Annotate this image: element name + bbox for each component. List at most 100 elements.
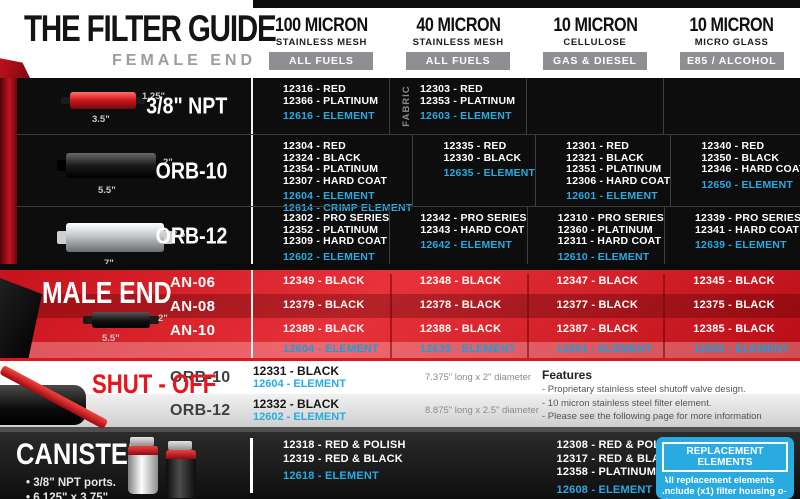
- part-number: 12340 - RED: [701, 140, 765, 152]
- element-part-number: 12602 - ELEMENT: [283, 250, 375, 263]
- dimension-height: 1.25": [142, 91, 165, 102]
- element-part-number: 12610 - ELEMENT: [557, 250, 650, 263]
- row-label-cell: 2" 5.5" ORB-10: [0, 135, 253, 206]
- canister-silver-photo: [128, 437, 158, 494]
- fuel-type-badge: E85 / ALCOHOL: [679, 51, 784, 70]
- part-number: 12360 - PLATINUM: [557, 223, 653, 236]
- an-size-label: AN-08: [170, 297, 216, 315]
- male-row: AN-08 12379 - BLACK 12378 - BLACK 12377 - B…: [0, 294, 800, 318]
- column-divider: [663, 274, 665, 358]
- part-number: 12330 - BLACK: [443, 151, 522, 164]
- element-group: 12618 - ELEMENT: [283, 470, 390, 484]
- part-number: 12347 - BLACK: [556, 275, 638, 288]
- feature-item: - Please see the following page for more…: [542, 411, 762, 422]
- part-number: 12354 - PLATINUM: [283, 163, 379, 175]
- part-cell: 12388 - BLACK: [390, 324, 527, 336]
- dimension-length: 5.5": [98, 185, 116, 196]
- part-number: 12331 - BLACK: [253, 364, 340, 378]
- female-row: 2" 5.5" ORB-10 12304 - RED 12324 - BLACK 1235…: [0, 134, 800, 213]
- an-size-label: AN-06: [170, 273, 216, 291]
- part-cell: 12377 - BLACK: [527, 300, 664, 312]
- male-dimension-length: 5.5": [102, 333, 120, 344]
- callout-body: All replacement elements include (x1) fi…: [662, 475, 787, 499]
- column-media-label: MICRO GLASS: [694, 36, 769, 48]
- part-number: 12352 - PLATINUM: [283, 223, 379, 236]
- part-cell: 12385 - BLACK: [663, 324, 800, 336]
- part-number: 12389 - BLACK: [283, 323, 365, 336]
- part-number: 12335 - RED: [443, 140, 507, 152]
- female-row: 1.25" 3.5" 3/8" NPT 12316 - RED 12366 - PLAT…: [0, 78, 800, 134]
- part-cell: 12331 - BLACK 12604 - ELEMENT: [253, 364, 425, 391]
- canister-part-cells: 12318 - RED & POLISH 12319 - RED & BLACK 1…: [253, 432, 800, 499]
- row-label: ORB-10: [155, 157, 227, 183]
- element-group: 12639 - ELEMENT: [694, 239, 800, 252]
- element-group: 12610 - ELEMENT: [557, 250, 664, 264]
- part-number: 12332 - BLACK: [253, 397, 340, 411]
- element-cell: 12601 - ELEMENT: [527, 344, 664, 356]
- part-cell: 12349 - BLACK: [253, 276, 390, 288]
- female-end-heading: FEMALE END: [112, 52, 256, 69]
- shut-off-section: SHUT - OFF ORB-10 12331 - BLACK 12604 - …: [0, 358, 800, 430]
- part-number: 12301 - RED: [566, 140, 630, 152]
- row-label-cell: 1.25" 3.5" 3/8" NPT: [0, 78, 253, 134]
- part-number: 12310 - PRO SERIES: [557, 212, 664, 224]
- dimension-height: 2.5": [172, 229, 190, 240]
- part-cell: 12332 - BLACK 12602 - ELEMENT: [253, 397, 425, 424]
- fabric-vertical-label: FABRIC: [401, 85, 413, 127]
- part-number: 12341 - HARD COAT: [694, 223, 800, 236]
- female-end-table: 1.25" 3.5" 3/8" NPT 12316 - RED 12366 - PLAT…: [0, 78, 800, 269]
- row-label-cell: 2.5" 7" ORB-12: [0, 207, 253, 269]
- an-size-label: AN-10: [170, 321, 216, 339]
- part-cell: 12310 - PRO SERIES 12360 - PLATINUM 12311 …: [526, 207, 664, 264]
- part-cell: 12378 - BLACK: [390, 300, 527, 312]
- element-group: 12635 - ELEMENT: [443, 167, 535, 180]
- part-number: 12309 - HARD COAT: [283, 235, 388, 247]
- top-black-bar: [253, 0, 800, 8]
- part-number: 12324 - BLACK: [283, 151, 361, 164]
- canister-spec-item: • 3/8" NPT ports.: [26, 477, 116, 489]
- part-number: 12308 - RED & POLISH: [556, 439, 680, 451]
- element-group: 12642 - ELEMENT: [420, 239, 526, 252]
- part-number: 12307 - HARD COAT: [283, 174, 388, 187]
- element-group: 12616 - ELEMENT: [283, 110, 389, 123]
- part-number: 12346 - HARD COAT: [701, 163, 800, 175]
- male-end-section: MALE END 2" 5.5" AN-06 12349 - BLACK 12348…: [0, 264, 800, 358]
- part-number: 12339 - PRO SERIES: [694, 212, 800, 224]
- an-label-cell: AN-08: [0, 298, 253, 315]
- element-group: 12608 - ELEMENT: [557, 484, 664, 498]
- element-cell: 12635 - ELEMENT: [390, 344, 527, 356]
- element-part-number: 12618 - ELEMENT: [283, 470, 379, 482]
- column-micron-label: 10 MICRON: [689, 15, 775, 36]
- feature-item: - 10 micron stainless steel filter eleme…: [542, 397, 712, 409]
- element-group: 12601 - ELEMENT: [566, 190, 670, 203]
- part-cell: 12302 - PRO SERIES 12352 - PLATINUM 12309 …: [253, 207, 389, 264]
- column-header-10-micron-micro-glass: 10 MICRON MICRO GLASS E85 / ALCOHOL: [663, 16, 800, 70]
- part-number: 12377 - BLACK: [556, 299, 638, 312]
- element-part-number: 12604 - ELEMENT: [283, 343, 379, 356]
- element-part-number: 12639 - ELEMENT: [694, 239, 787, 251]
- fuel-type-badge: ALL FUELS: [406, 51, 511, 70]
- shutoff-row-orb10: ORB-10 12331 - BLACK 12604 - ELEMENT 7.3…: [0, 361, 800, 394]
- element-part-number: 12616 - ELEMENT: [283, 110, 375, 122]
- replacement-elements-callout: REPLACEMENT ELEMENTS All replacement ele…: [656, 437, 794, 499]
- male-end-rows: AN-06 12349 - BLACK 12348 - BLACK 12347 - B…: [0, 270, 800, 358]
- part-cell: 12389 - BLACK: [253, 324, 390, 336]
- part-cell: 12342 - PRO SERIES 12343 - HARD COAT 12642…: [389, 207, 526, 264]
- element-cell: 12650 - ELEMENT: [663, 344, 800, 356]
- column-media-label: STAINLESS MESH: [275, 36, 367, 48]
- part-cell: 12347 - BLACK: [527, 276, 664, 288]
- part-number: 12343 - HARD COAT: [420, 223, 525, 236]
- column-divider: [390, 274, 392, 358]
- an-label-cell: AN-06: [0, 274, 253, 291]
- element-part-number: 12603 - ELEMENT: [420, 110, 512, 122]
- part-number: 12349 - BLACK: [283, 275, 365, 288]
- part-number: 12345 - BLACK: [693, 275, 775, 288]
- part-cell: 12340 - RED 12350 - BLACK 12346 - HARD COA…: [670, 135, 800, 206]
- page-title: THE FILTER GUIDE: [24, 8, 277, 49]
- element-part-number: 12650 - ELEMENT: [693, 343, 790, 356]
- row-label: ORB-12: [170, 401, 231, 419]
- dimension-length: 7": [104, 258, 114, 269]
- red-bottle-top-photo: [0, 58, 30, 78]
- part-cell: 12348 - BLACK: [390, 276, 527, 288]
